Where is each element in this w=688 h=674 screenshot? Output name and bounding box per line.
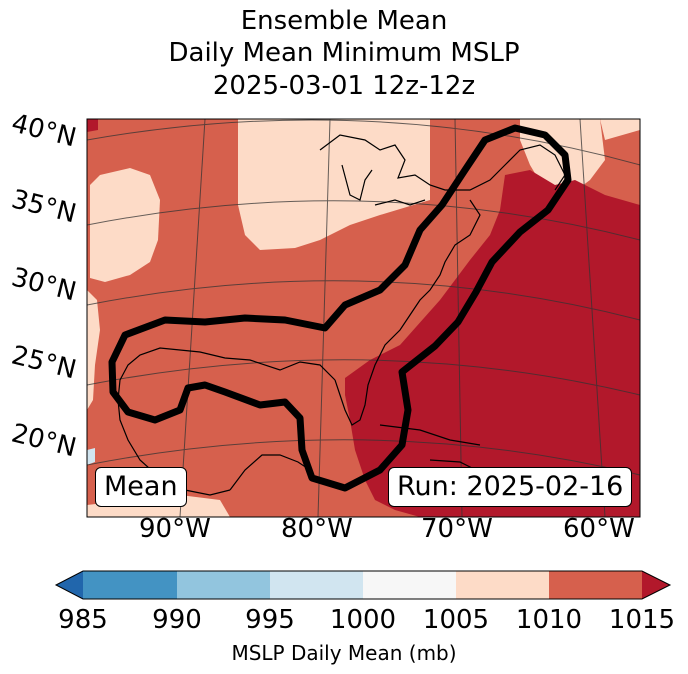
colorbar-tick: 1000 bbox=[329, 605, 397, 635]
colorbar-segment-1005-1010 bbox=[456, 571, 549, 599]
ensemble-contour bbox=[108, 124, 572, 492]
mean-label-box: Mean bbox=[95, 467, 187, 507]
map-title-line3: 2025-03-01 12z-12z bbox=[212, 71, 476, 101]
lon-label-90w: 90°W bbox=[139, 514, 211, 544]
colorbar-segment-985-990 bbox=[83, 571, 177, 599]
colorbar-extend-low bbox=[56, 571, 83, 599]
colorbar-segment-995-1000 bbox=[270, 571, 363, 599]
pressure-field-1005-1010-top-right bbox=[600, 119, 640, 140]
lon-label-60w: 60°W bbox=[563, 514, 635, 544]
colorbar-tick: 1005 bbox=[422, 605, 490, 635]
colorbar-extend-high bbox=[642, 571, 670, 599]
colorbar-segment-1000-1005 bbox=[363, 571, 456, 599]
pressure-field-1005-1010-great-lakes bbox=[238, 119, 430, 250]
pressure-field-1005-1010-west-edge bbox=[87, 290, 100, 410]
colorbar-tick: 995 bbox=[245, 605, 295, 635]
colorbar-tick: 1010 bbox=[515, 605, 583, 635]
pressure-field-above-1015 bbox=[87, 119, 640, 517]
colorbar-label: MSLP Daily Mean (mb) bbox=[231, 641, 457, 665]
colorbar-segment-990-995 bbox=[177, 571, 270, 599]
lon-label-80w: 80°W bbox=[281, 514, 353, 544]
map-title-line2: Daily Mean Minimum MSLP bbox=[168, 38, 520, 68]
colorbar-segment-1010-1015 bbox=[549, 571, 642, 599]
run-date-label-box: Run: 2025-02-16 bbox=[388, 467, 633, 507]
colorbar-tick: 985 bbox=[58, 605, 108, 635]
lon-label-70w: 70°W bbox=[421, 514, 493, 544]
colorbar-tick: 1015 bbox=[608, 605, 676, 635]
pressure-field-1005-1010-plains bbox=[90, 168, 160, 282]
colorbar bbox=[54, 570, 672, 600]
pressure-field-995-1000 bbox=[87, 448, 95, 465]
colorbar-tick: 990 bbox=[152, 605, 202, 635]
map-title-line1: Ensemble Mean bbox=[240, 6, 448, 36]
